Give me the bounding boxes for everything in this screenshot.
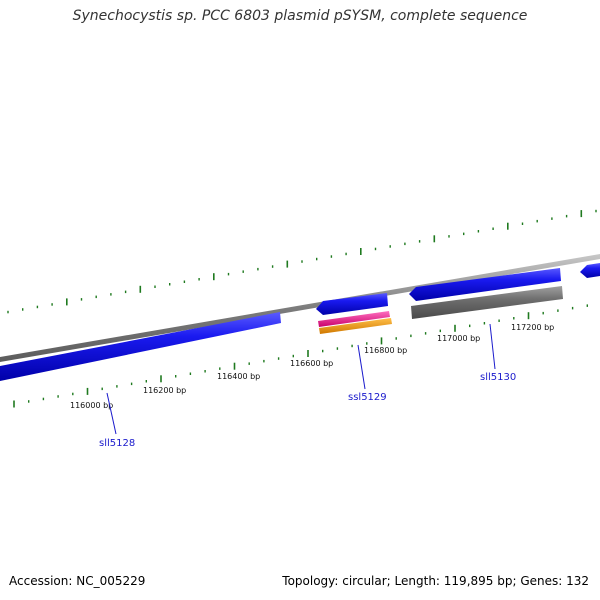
backbone-line bbox=[0, 254, 600, 362]
gene-next-arrow bbox=[580, 263, 600, 278]
map-title: Synechocystis sp. PCC 6803 plasmid pSYSM… bbox=[72, 8, 528, 24]
upper-tick-track bbox=[7, 209, 597, 314]
gene-feature-magenta bbox=[318, 311, 390, 327]
gene-ssl5129-arrow bbox=[316, 293, 388, 315]
ruler-label: 116400 bp bbox=[217, 372, 260, 381]
callout-line-sll5128 bbox=[106, 392, 117, 435]
ruler-label: 116600 bp bbox=[290, 359, 333, 368]
accession-label: Accession: NC_005229 bbox=[9, 574, 146, 588]
ruler-label: 116800 bp bbox=[364, 346, 407, 355]
gene-sll5130-arrow bbox=[409, 268, 561, 301]
callout-line-sll5130 bbox=[489, 323, 496, 370]
ruler-label: 117200 bp bbox=[511, 323, 554, 332]
gene-label-sll5128: sll5128 bbox=[99, 438, 135, 449]
ruler-labels: 116000 bp 116200 bp 116400 bp 116600 bp … bbox=[70, 323, 554, 410]
callout-line-ssl5129 bbox=[357, 344, 366, 390]
lower-tick-track bbox=[13, 304, 588, 408]
gene-label-sll5130: sll5130 bbox=[480, 372, 516, 383]
gene-feature-orange bbox=[319, 318, 392, 334]
ruler-label: 117000 bp bbox=[437, 334, 480, 343]
gene-label-ssl5129: ssl5129 bbox=[348, 392, 387, 403]
ruler-label: 116000 bp bbox=[70, 401, 113, 410]
gene-feature-grey bbox=[411, 286, 563, 319]
sequence-summary: Topology: circular; Length: 119,895 bp; … bbox=[282, 574, 589, 588]
ruler-label: 116200 bp bbox=[143, 386, 186, 395]
gene-sll5128-arrow bbox=[0, 312, 281, 381]
